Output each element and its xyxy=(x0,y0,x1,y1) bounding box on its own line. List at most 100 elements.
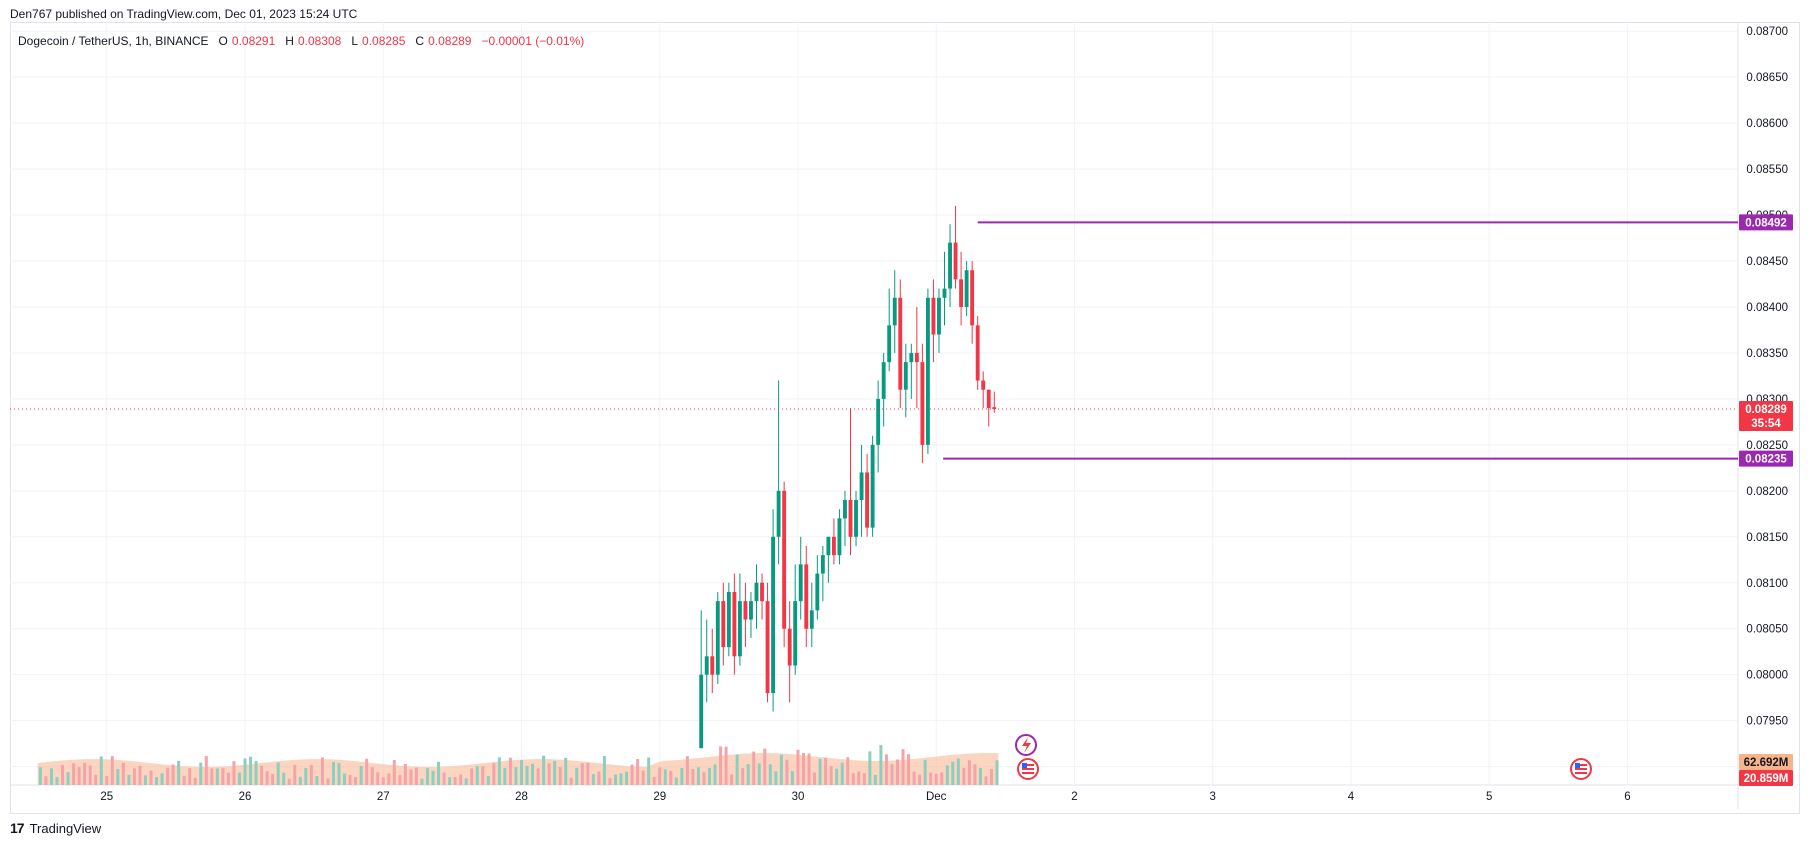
volume-bar xyxy=(437,761,441,785)
volume-bar xyxy=(669,771,673,785)
volume-bar xyxy=(625,771,629,785)
volume-bar xyxy=(88,765,92,785)
candle-body xyxy=(749,601,753,620)
volume-bar xyxy=(188,768,192,785)
flag-canton xyxy=(1575,763,1580,768)
volume-bar xyxy=(940,772,944,785)
volume-bar xyxy=(923,759,927,785)
x-tick-label: 28 xyxy=(515,791,528,803)
candle-body xyxy=(898,297,903,390)
candle-body xyxy=(848,500,853,537)
volume-bar xyxy=(807,753,811,785)
volume-bar xyxy=(569,777,573,785)
level-price-text: 0.08492 xyxy=(1745,217,1787,229)
volume-bar xyxy=(337,763,341,785)
y-tick-label: 0.08250 xyxy=(1746,440,1788,452)
candle-body xyxy=(776,490,781,537)
volume-bar xyxy=(376,772,380,785)
candle-body xyxy=(920,362,925,445)
volume-bar xyxy=(735,754,739,785)
volume-bar xyxy=(66,772,70,785)
volume-bar xyxy=(558,766,562,785)
volume-bar xyxy=(359,766,363,785)
volume-bar xyxy=(901,749,905,785)
volume-bar xyxy=(984,776,988,785)
candle-body xyxy=(881,362,886,399)
volume-bar xyxy=(547,763,551,785)
volume-bar xyxy=(166,767,170,785)
volume-bar xyxy=(956,758,960,785)
volume-bar xyxy=(768,764,772,785)
y-tick-label: 0.08450 xyxy=(1746,256,1788,268)
candle-body xyxy=(970,270,975,326)
volume-bar xyxy=(210,768,214,785)
volume-bar xyxy=(448,777,452,785)
volume-bar xyxy=(265,771,269,785)
lightning-bolt-icon xyxy=(1022,737,1031,753)
symbol-label[interactable]: Dogecoin / TetherUS, 1h, BINANCE xyxy=(18,34,209,48)
candle-body xyxy=(870,444,875,528)
candle-body xyxy=(721,601,726,648)
volume-bar xyxy=(55,777,59,785)
volume-bar xyxy=(486,776,490,785)
volume-bar xyxy=(343,773,347,785)
volume-bar xyxy=(83,762,87,785)
candle-body xyxy=(925,297,930,445)
volume-bar xyxy=(232,761,236,785)
volume-bar xyxy=(475,766,479,785)
volume-bar xyxy=(591,774,595,785)
volume-bar xyxy=(879,744,883,785)
candle-body xyxy=(732,591,737,657)
volume-bar xyxy=(127,774,131,785)
y-tick-label: 0.08150 xyxy=(1746,532,1788,544)
volume-bar xyxy=(260,765,264,785)
x-tick-label: 5 xyxy=(1486,791,1492,803)
volume-bar xyxy=(713,764,717,785)
x-tick-label: 6 xyxy=(1624,791,1630,803)
flag-stripe xyxy=(1022,764,1034,766)
volume-bar xyxy=(613,774,617,785)
volume-bar xyxy=(641,770,645,785)
volume-bar xyxy=(525,765,529,785)
chart-panel[interactable] xyxy=(10,22,1800,814)
y-tick-label: 0.08100 xyxy=(1746,578,1788,590)
volume-bar xyxy=(304,768,308,785)
candle-body xyxy=(726,591,731,648)
volume-bar xyxy=(370,767,374,785)
volume-bar xyxy=(575,767,579,785)
volume-bar xyxy=(741,768,745,785)
volume-bar xyxy=(254,761,258,785)
volume-bar xyxy=(171,764,175,785)
volume-bar xyxy=(121,762,125,785)
volume-text: 20.859M xyxy=(1744,773,1789,785)
volume-bar xyxy=(105,776,109,785)
volume-bar xyxy=(796,749,800,785)
volume-bar xyxy=(813,772,817,785)
flag-canton xyxy=(1022,763,1027,768)
volume-bar xyxy=(464,778,468,785)
volume-bar xyxy=(221,768,225,785)
candle-body xyxy=(931,297,936,335)
volume-bar xyxy=(249,756,253,785)
candle-body xyxy=(854,500,858,537)
volume-bar xyxy=(724,746,728,785)
flag-stripe xyxy=(1022,772,1034,774)
volume-bar xyxy=(580,763,584,785)
volume-bar xyxy=(680,768,684,785)
close-value: 0.08289 xyxy=(428,34,472,48)
candle-body xyxy=(892,297,897,326)
volume-bar xyxy=(636,759,640,785)
candle-body xyxy=(798,564,803,602)
volume-bar xyxy=(387,773,391,785)
volume-bar xyxy=(72,763,76,785)
volume-bar xyxy=(204,756,208,785)
volume-bar xyxy=(564,757,568,785)
footer-brand[interactable]: 17 TradingView xyxy=(10,820,101,836)
volume-bar xyxy=(951,761,955,785)
current-price-text: 0.08289 xyxy=(1745,404,1787,416)
volume-bar xyxy=(414,767,418,785)
candle-body xyxy=(754,582,759,602)
candle-body xyxy=(743,601,748,620)
y-tick-label: 0.08650 xyxy=(1746,72,1788,84)
